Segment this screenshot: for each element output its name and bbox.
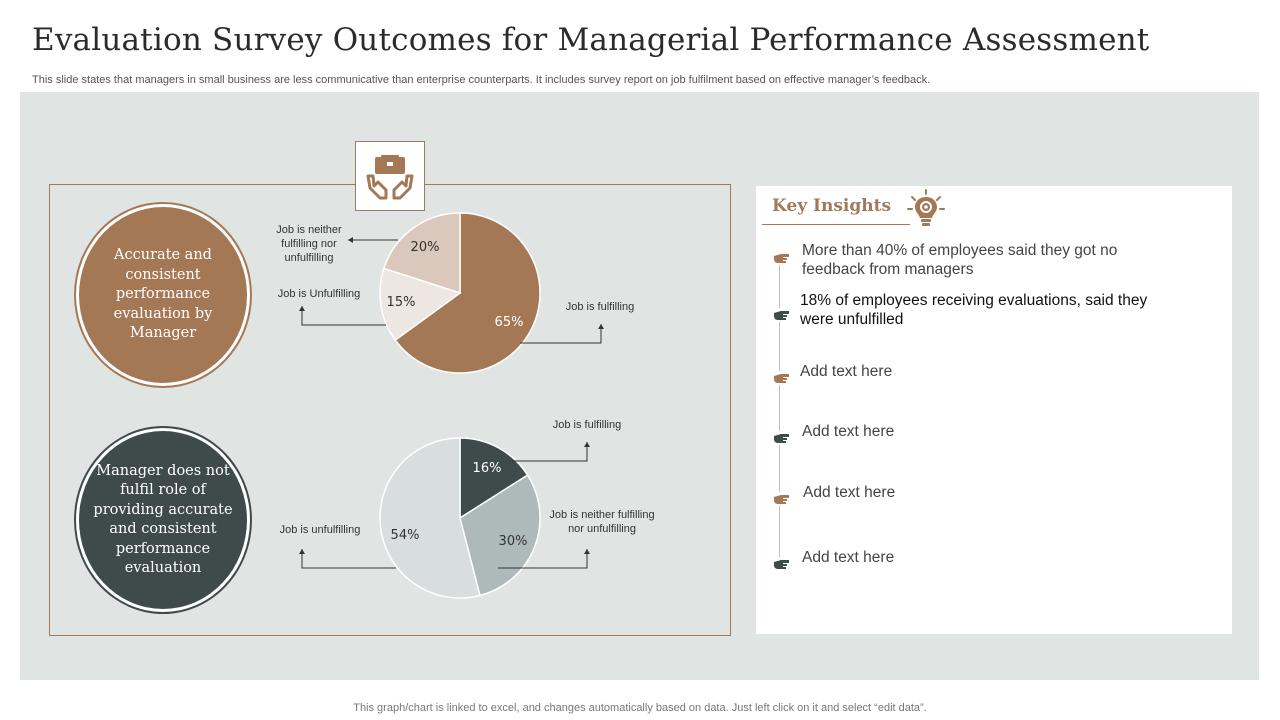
footer-note: This graph/chart is linked to excel, and… xyxy=(353,702,927,714)
insight-item-text: More than 40% of employees said they got… xyxy=(802,242,1118,278)
pie2-callout-line-1 xyxy=(512,442,588,462)
pointing-hand-icon xyxy=(772,251,790,265)
pie1-category-label-2: Job is Unfulfilling xyxy=(278,288,361,300)
pie1-callout-line-2 xyxy=(301,306,386,326)
hands-holding-briefcase-icon xyxy=(366,155,414,200)
pie2-slice-3 xyxy=(379,437,481,599)
insight-item-text: Add text here xyxy=(802,423,895,440)
evaluation-by-manager-circle: Accurate and consistent performance eval… xyxy=(76,204,250,386)
lightbulb-gear-icon xyxy=(907,189,945,226)
pointing-hand-icon xyxy=(772,557,790,571)
pie1-callout-arrow-3 xyxy=(348,237,353,243)
key-insights-title: Key Insights xyxy=(772,196,892,216)
page-title: Evaluation Survey Outcomes for Manageria… xyxy=(32,22,1150,58)
pie1-callout-arrow-2 xyxy=(299,306,305,311)
pie1-callout-line-1 xyxy=(520,324,602,344)
insight-item-text: Add text here xyxy=(803,484,896,501)
pie2-category-label-3: Job is unfulfilling xyxy=(280,524,361,536)
pie1-category-label-1: Job is fulfilling xyxy=(566,301,634,313)
hands-briefcase-icon-box xyxy=(355,141,425,211)
pie-chart-1: 65% 15% 20% xyxy=(379,212,541,374)
pie2-callout-arrow-3 xyxy=(299,549,305,554)
pie2-callout-line-3 xyxy=(301,549,396,569)
insight-item-text: Add text here xyxy=(800,363,893,380)
pie1-slice-2 xyxy=(379,267,462,342)
page-subtitle: This slide states that managers in small… xyxy=(32,74,931,86)
chart-callouts: Job is fulfilling Job is Unfulfilling Job … xyxy=(276,224,655,569)
pie2-callout-line-2 xyxy=(498,549,588,569)
pie2-data-label-1: 16% xyxy=(473,461,502,476)
pie1-slice-3 xyxy=(382,212,461,295)
pie2-callout-arrow-2 xyxy=(584,549,590,554)
key-insights-underline xyxy=(762,224,910,225)
pie-chart-2: 16% 30% 54% xyxy=(379,437,541,599)
pie1-category-label-3: Job is neither fulfilling nor unfulfilling xyxy=(276,224,342,264)
pointing-hand-icon xyxy=(772,492,790,506)
pie2-callout-arrow-1 xyxy=(584,442,590,447)
pie2-data-label-2: 30% xyxy=(499,534,528,549)
pie1-data-label-2: 15% xyxy=(387,295,416,310)
pointing-hand-icon xyxy=(772,308,790,322)
pie2-category-label-1: Job is fulfilling xyxy=(553,419,621,431)
pie1-callout-arrow-1 xyxy=(598,324,604,329)
key-insights-panel xyxy=(756,186,1232,634)
pie2-slice-2 xyxy=(459,474,541,597)
insight-item-text: 18% of employees receiving evaluations, … xyxy=(800,292,1148,328)
pie2-slice-1 xyxy=(459,437,529,520)
pie1-data-label-1: 65% xyxy=(495,315,524,330)
pie1-slice-1 xyxy=(394,212,541,374)
insight-item-text: Add text here xyxy=(802,549,895,566)
manager-not-fulfilling-circle: Manager does not fulfil role of providin… xyxy=(76,428,250,612)
pie2-data-label-3: 54% xyxy=(391,528,420,543)
pointing-hand-icon xyxy=(772,371,790,385)
pie2-category-label-2: Job is neither fulfilling nor unfulfillin… xyxy=(549,509,654,535)
pie-charts: 65%15%20% 16%30%54% Job is fulfillingJob… xyxy=(276,212,655,599)
insights-timeline xyxy=(779,262,780,570)
pointing-hand-icon xyxy=(772,431,790,445)
pie1-data-label-3: 20% xyxy=(411,240,440,255)
